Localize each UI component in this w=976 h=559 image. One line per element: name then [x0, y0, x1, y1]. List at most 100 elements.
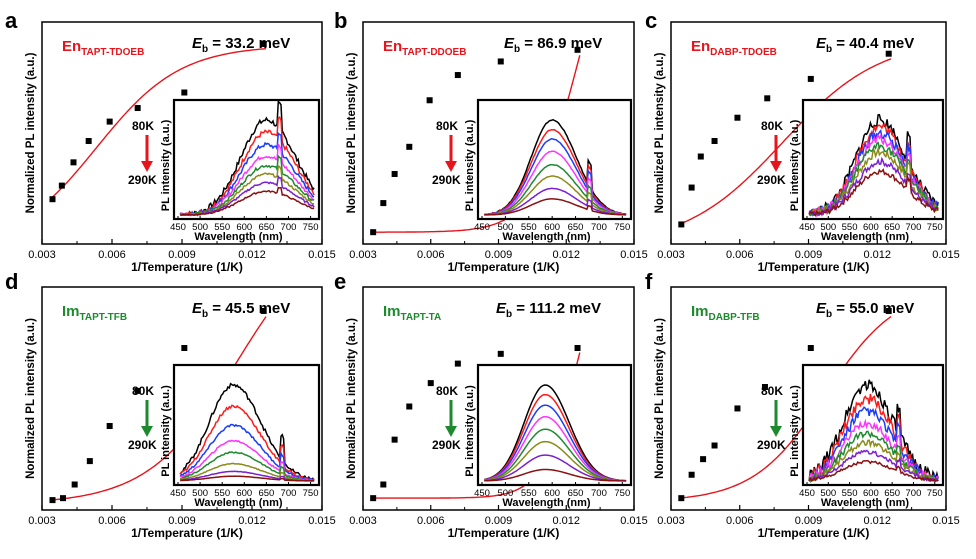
- material-name-main: Im: [62, 303, 80, 320]
- binding-energy-label: Eb = 33.2 meV: [192, 35, 290, 55]
- data-point: [406, 143, 413, 150]
- inset-x-tick-label: 450: [170, 488, 186, 499]
- x-tick-label: 0.003: [349, 249, 377, 261]
- spectrum-line: [484, 118, 627, 216]
- panel-f: 0.003 0.006 0.009 0.012 0.015 1/Temperature (…: [645, 269, 960, 540]
- eb-value: = 86.9 meV: [520, 35, 602, 52]
- data-point: [454, 360, 461, 367]
- data-point: [260, 307, 267, 314]
- data-point: [454, 72, 461, 79]
- data-point: [106, 118, 113, 125]
- data-point: [391, 170, 398, 177]
- x-tick-label: 0.003: [657, 515, 685, 527]
- inset-x-tick-label: 600: [863, 222, 879, 233]
- eb-symbol: E: [192, 35, 203, 52]
- spectrum-line: [179, 382, 315, 481]
- y-axis-label: Normalized PL intensity (a.u.): [25, 52, 37, 213]
- x-tick-label: 0.006: [417, 249, 445, 261]
- temperature-arrow-head: [141, 426, 153, 437]
- spectrum-line: [179, 423, 315, 482]
- spectrum-line: [808, 156, 939, 217]
- temp-low-label: 290K: [128, 173, 157, 187]
- inset-x-tick-label: 700: [281, 488, 297, 499]
- temp-high-label: 80K: [132, 384, 154, 398]
- data-point: [688, 184, 695, 191]
- inset-x-tick-label: 550: [214, 222, 230, 233]
- inset-x-tick-label: 600: [544, 222, 560, 233]
- inset-x-tick-label: 750: [303, 488, 319, 499]
- inset-x-tick-label: 450: [474, 222, 490, 233]
- inset-y-label: PL intensity (a.u.): [464, 385, 476, 477]
- inset-x-tick-label: 500: [192, 222, 208, 233]
- inset-a: 80K 290K PL intensity (a.u.) 450 500 550 600 65…: [128, 98, 321, 243]
- panel-letter: a: [5, 8, 18, 33]
- binding-energy-label: Eb = 55.0 meV: [816, 300, 914, 320]
- eb-subscript: b: [514, 44, 520, 55]
- data-point: [807, 75, 814, 82]
- eb-value: = 111.2 meV: [512, 300, 601, 317]
- eb-value: = 40.4 meV: [832, 35, 914, 52]
- data-point: [58, 182, 65, 189]
- data-point: [807, 345, 814, 351]
- data-point: [574, 345, 581, 351]
- temp-high-label: 80K: [436, 119, 458, 133]
- material-name-sub: TAPT-TFB: [80, 312, 128, 323]
- material-name: EnTAPT-TDOEB: [62, 38, 144, 58]
- x-tick-label: 0.006: [98, 515, 126, 527]
- data-point: [391, 436, 398, 443]
- data-point: [370, 229, 377, 236]
- panel-a: 0.003 0.006 0.009 0.012 0.015 1/Temperature (…: [5, 8, 336, 274]
- inset-x-tick-label: 750: [927, 488, 943, 499]
- eb-value: = 55.0 meV: [832, 300, 914, 317]
- x-tick-label: 0.003: [657, 249, 685, 261]
- data-point: [678, 495, 685, 502]
- data-point: [60, 495, 66, 502]
- spectrum-line: [484, 138, 627, 216]
- inset-x-tick-label: 700: [591, 488, 607, 499]
- inset-x-tick-label: 500: [820, 488, 836, 499]
- x-tick-label: 0.009: [168, 249, 196, 261]
- inset-x-label: Wavelength (nm): [502, 497, 591, 509]
- y-axis-label: Normalized PL intensity (a.u.): [346, 318, 358, 479]
- inset-x-tick-label: 450: [799, 488, 815, 499]
- material-name-sub: DABP-TDOEB: [710, 47, 777, 58]
- y-axis-label: Normalized PL intensity (a.u.): [25, 318, 37, 479]
- data-point: [761, 384, 768, 390]
- x-tick-label: 0.006: [726, 249, 754, 261]
- spectrum-line: [180, 174, 315, 216]
- panel-letter: f: [645, 269, 653, 294]
- temp-low-label: 290K: [757, 173, 786, 187]
- inset-x-tick-label: 700: [906, 488, 922, 499]
- x-tick-label: 0.012: [552, 249, 580, 261]
- spectrum-line: [808, 406, 939, 483]
- spectrum-line: [179, 404, 315, 482]
- x-tick-label: 0.006: [726, 515, 754, 527]
- data-point: [406, 403, 413, 410]
- inset-x-label: Wavelength (nm): [194, 497, 283, 509]
- eb-subscript: b: [506, 309, 512, 320]
- binding-energy-label: Eb = 40.4 meV: [816, 35, 914, 55]
- inset-x-tick-label: 700: [281, 222, 297, 233]
- data-point: [85, 138, 92, 144]
- x-tick-label: 0.009: [168, 515, 196, 527]
- spectrum-line: [179, 131, 315, 217]
- fit-curve: [49, 48, 267, 200]
- data-point: [260, 41, 267, 47]
- data-point: [426, 97, 433, 104]
- eb-subscript: b: [202, 44, 208, 55]
- data-point: [734, 405, 741, 412]
- material-name-sub: TAPT-TA: [401, 312, 442, 323]
- material-name: ImDABP-TFB: [691, 303, 760, 323]
- data-point: [181, 345, 188, 351]
- panel-letter: e: [334, 269, 346, 294]
- inset-x-tick-label: 600: [863, 488, 879, 499]
- inset-x-tick-label: 500: [497, 222, 513, 233]
- data-point: [134, 387, 141, 394]
- temp-low-label: 290K: [432, 438, 461, 452]
- data-point: [885, 307, 892, 314]
- x-tick-label: 0.012: [238, 249, 266, 261]
- inset-x-tick-label: 550: [842, 488, 858, 499]
- temp-low-label: 290K: [128, 438, 157, 452]
- inset-b: 80K 290K PL intensity (a.u.) 450 500 550 600 65…: [432, 98, 633, 243]
- spectrum-line: [484, 198, 627, 216]
